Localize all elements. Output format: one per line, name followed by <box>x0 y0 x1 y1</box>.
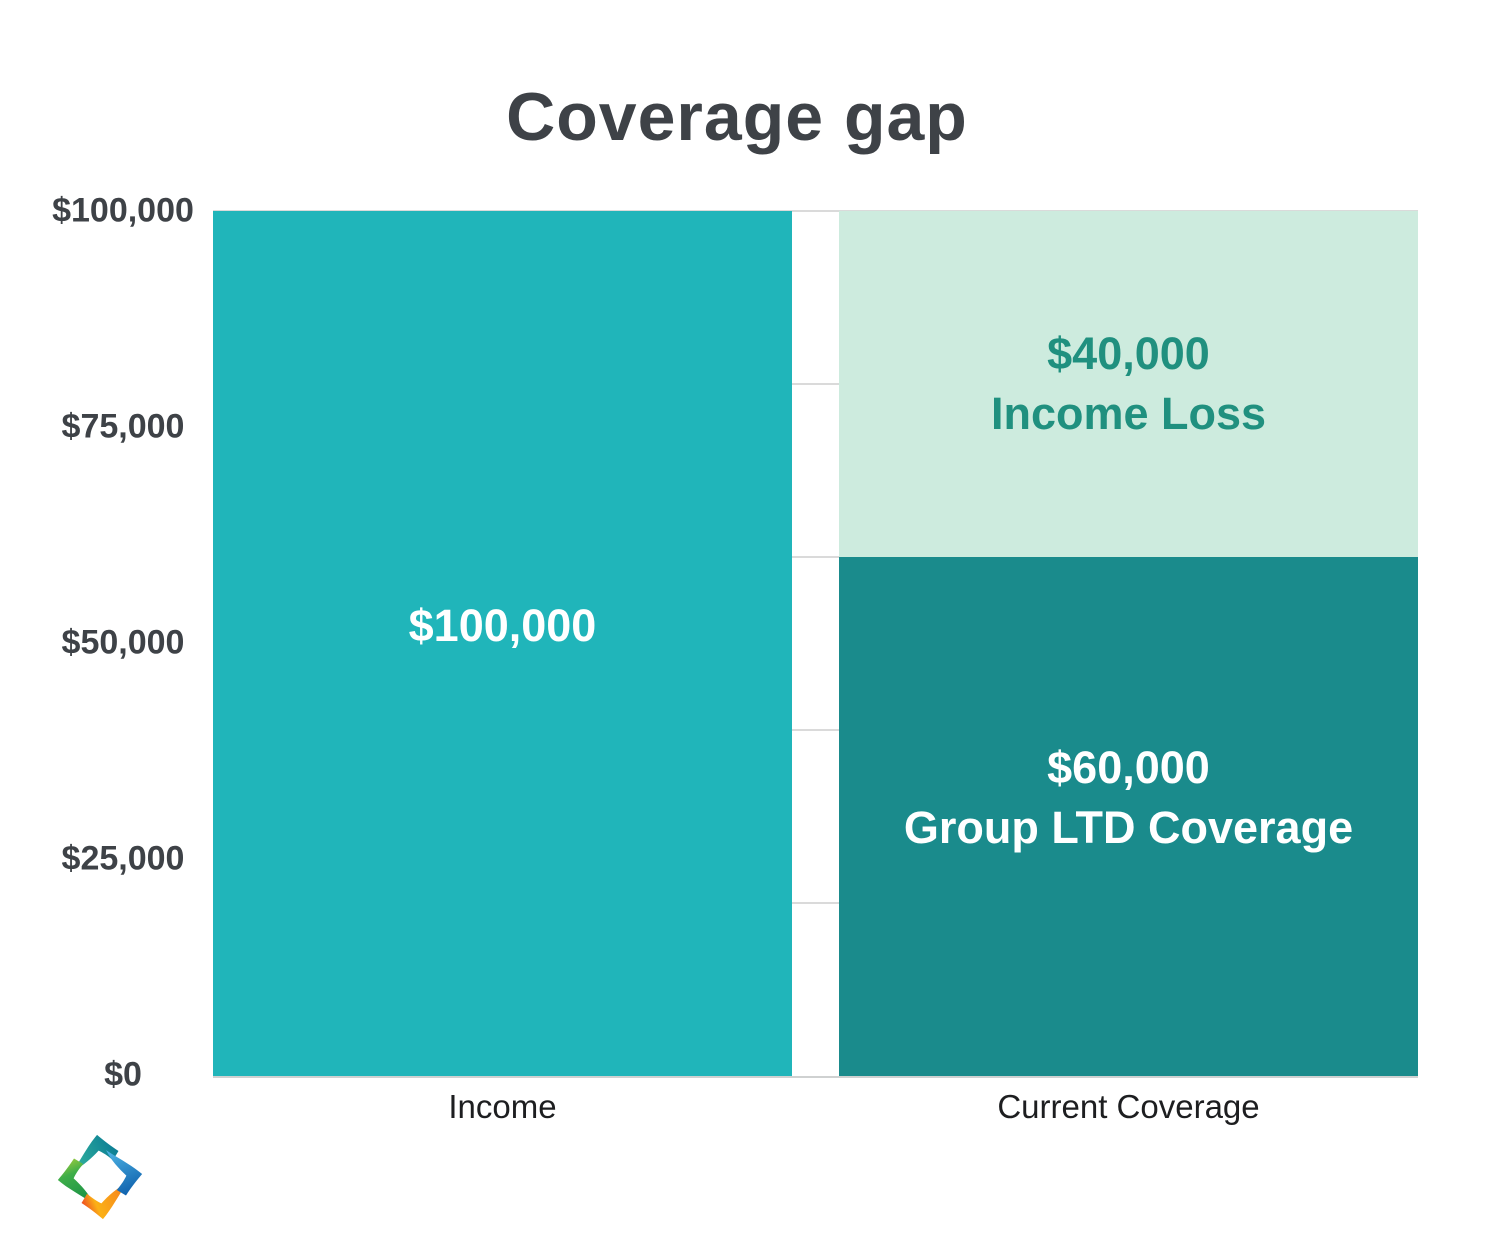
group-ltd-name: Group LTD Coverage <box>903 802 1354 854</box>
logo-bottom-chevron <box>81 1183 127 1220</box>
bar-income: $100,000 <box>213 211 792 1076</box>
segment-income-loss: $40,000 Income Loss <box>839 211 1418 557</box>
gridline-100k <box>213 210 1418 212</box>
gridline-80k <box>213 383 1418 385</box>
segment-group-ltd-label: $60,000 Group LTD Coverage <box>839 738 1418 858</box>
y-tick-100000: $100,000 <box>52 191 194 230</box>
gridline-20k <box>213 902 1418 904</box>
y-tick-75000: $75,000 <box>61 407 185 446</box>
segment-group-ltd: $60,000 Group LTD Coverage <box>839 557 1418 1076</box>
group-ltd-value: $60,000 <box>1047 742 1210 794</box>
x-axis-baseline <box>213 1076 1418 1078</box>
bar-current-coverage: $40,000 Income Loss $60,000 Group LTD Co… <box>839 211 1418 1076</box>
y-tick-50000: $50,000 <box>61 623 185 662</box>
x-label-income: Income <box>448 1088 557 1125</box>
income-loss-name: Income Loss <box>990 388 1267 439</box>
segment-income-loss-label: $40,000 Income Loss <box>839 324 1418 444</box>
chart-title: Coverage gap <box>506 79 968 155</box>
bar-income-value-label: $100,000 <box>408 600 597 652</box>
y-tick-25000: $25,000 <box>61 839 185 878</box>
logo-top-chevron <box>73 1134 119 1171</box>
plot-area: $100,000 $40,000 Income Loss $60,000 Gro… <box>213 210 1418 1078</box>
x-label-current-coverage: Current Coverage <box>997 1088 1260 1125</box>
compass-star-logo-icon <box>57 1134 143 1220</box>
y-tick-0: $0 <box>104 1055 142 1094</box>
gridline-60k <box>213 556 1418 558</box>
income-loss-value: $40,000 <box>1047 328 1210 379</box>
logo-left-chevron <box>57 1158 94 1204</box>
gridline-40k <box>213 729 1418 731</box>
logo-right-chevron <box>106 1150 143 1196</box>
